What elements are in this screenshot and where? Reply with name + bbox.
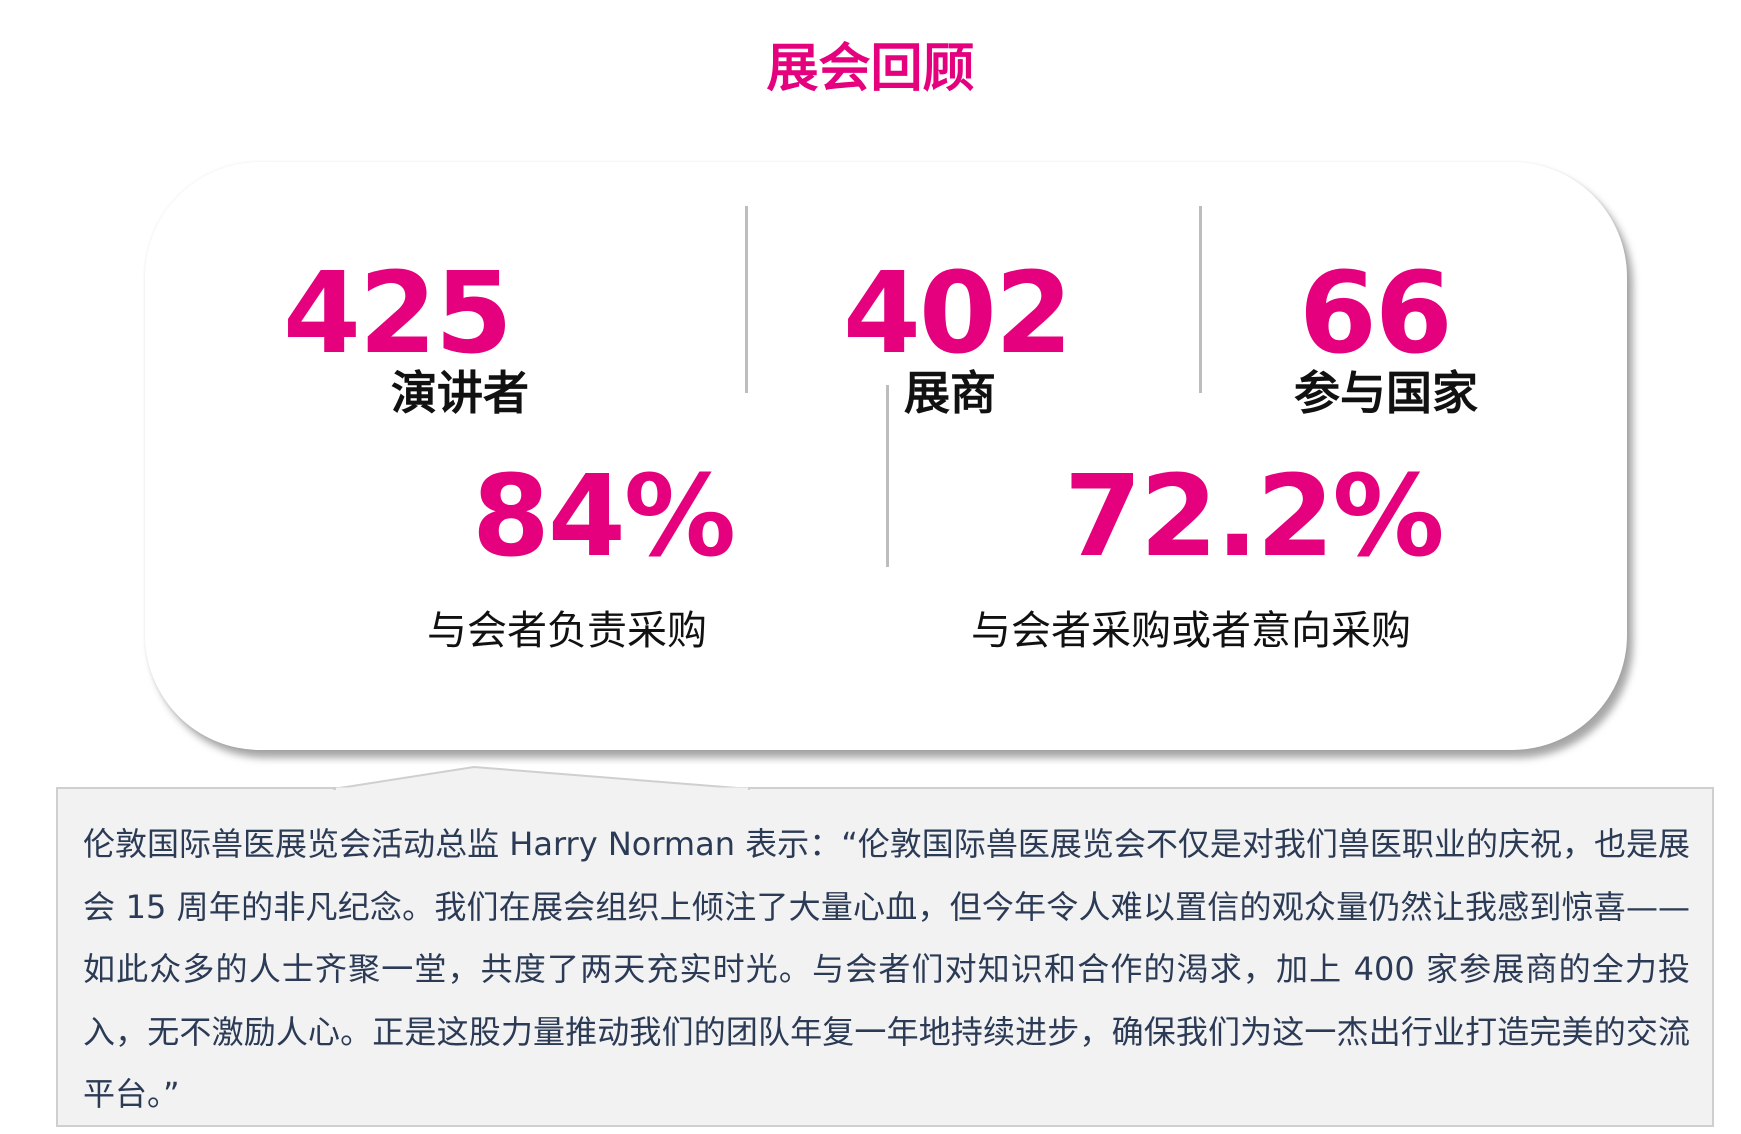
stat-speakers-label: 演讲者: [391, 366, 529, 420]
stat-exhibitors-label: 展商: [904, 366, 996, 420]
stat-countries-label: 参与国家: [1294, 366, 1478, 420]
stat-exhibitors-value: 402: [843, 249, 1073, 379]
percent-responsible-label: 与会者负责采购: [427, 608, 707, 654]
divider: [886, 385, 889, 567]
page-title: 展会回顾: [766, 39, 975, 99]
quote-text: 伦敦国际兽医展览会活动总监 Harry Norman 表示：“伦敦国际兽医展览会…: [83, 825, 1690, 1113]
percent-intent-label: 与会者采购或者意向采购: [971, 608, 1411, 654]
quote-box: [56, 787, 1714, 1127]
percent-responsible-value: 84%: [472, 452, 736, 582]
stat-countries-value: 66: [1299, 249, 1453, 379]
percent-intent-value: 72.2%: [1064, 452, 1445, 582]
divider: [745, 206, 748, 393]
stat-speakers-value: 425: [283, 249, 513, 379]
divider: [1199, 206, 1202, 393]
